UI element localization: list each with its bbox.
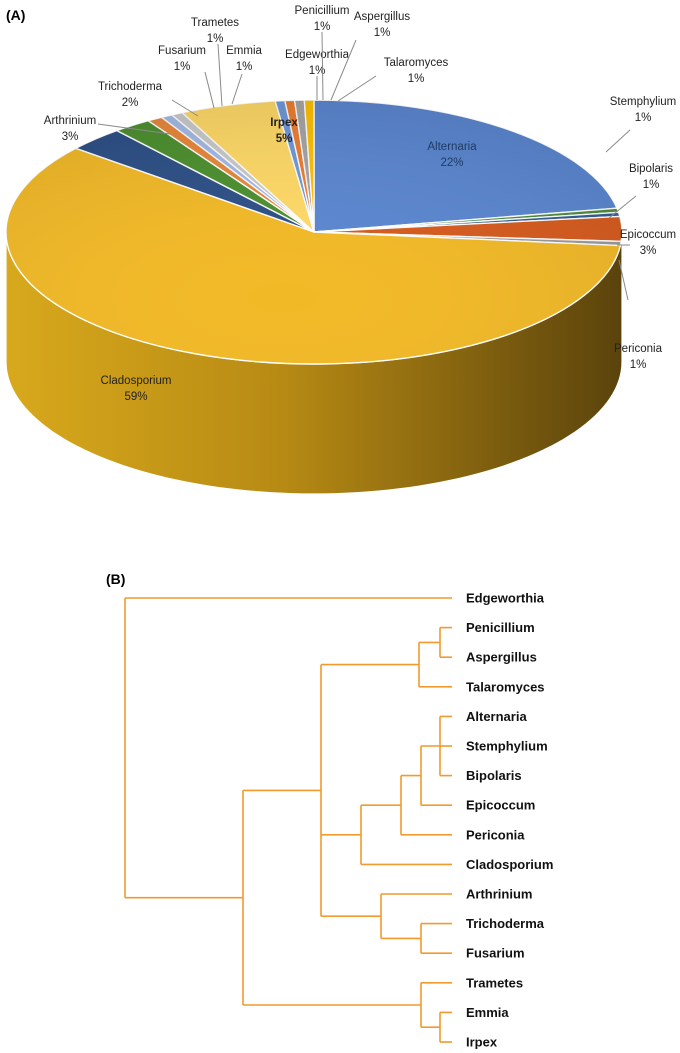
slice-value-fusarium: 1% — [174, 61, 191, 73]
slice-value-cladosporium: 59% — [124, 391, 147, 403]
slice-value-irpex: 5% — [276, 133, 293, 145]
tree-leaf-bipolaris: Bipolaris — [466, 768, 522, 783]
slice-name-emmia: Emmia — [226, 45, 262, 57]
pie-top — [5, 99, 623, 365]
leader-line-aspergillus — [330, 39, 357, 101]
tree-leaf-aspergillus: Aspergillus — [466, 650, 537, 665]
leader-line-periconia — [618, 259, 629, 301]
slice-name-cladosporium: Cladosporium — [101, 375, 172, 387]
slice-value-penicillium: 1% — [314, 21, 331, 33]
slice-value-stemphylium: 1% — [635, 112, 652, 124]
slice-name-stemphylium: Stemphylium — [610, 96, 676, 108]
leader-line-trichoderma — [171, 99, 199, 117]
slice-name-bipolaris: Bipolaris — [629, 163, 673, 175]
leader-line-penicillium — [321, 31, 324, 101]
slice-name-talaromyces: Talaromyces — [384, 57, 449, 69]
leader-line-bipolaris — [608, 195, 637, 219]
slice-name-aspergillus: Aspergillus — [354, 11, 410, 23]
tree-leaf-edgeworthia: Edgeworthia — [466, 591, 545, 606]
panel-b-label: (B) — [106, 571, 125, 587]
tree-leaf-fusarium: Fusarium — [466, 946, 525, 961]
slice-name-arthrinium: Arthrinium — [44, 115, 96, 127]
tree-leaf-cladosporium: Cladosporium — [466, 857, 553, 872]
slice-value-trichoderma: 2% — [122, 97, 139, 109]
tree-leaf-emmia: Emmia — [466, 1005, 509, 1020]
pie-chart: Alternaria 22% Stemphylium 1% Bipolaris 1% Epi… — [5, 5, 676, 495]
slice-name-penicillium: Penicillium — [295, 5, 350, 17]
slice-name-irpex: Irpex — [270, 117, 298, 129]
tree-leaf-irpex: Irpex — [466, 1035, 498, 1050]
slice-value-bipolaris: 1% — [643, 179, 660, 191]
slice-value-talaromyces: 1% — [408, 73, 425, 85]
pie-labels: Alternaria 22% Stemphylium 1% Bipolaris 1% Epi… — [44, 5, 676, 403]
tree-leaf-trichoderma: Trichoderma — [466, 916, 545, 931]
tree-leaf-stemphylium: Stemphylium — [466, 739, 548, 754]
leader-line-fusarium — [204, 71, 215, 109]
dendrogram: Edgeworthia Penicillium Aspergillus Talarom… — [124, 591, 553, 1050]
tree-leaf-penicillium: Penicillium — [466, 620, 535, 635]
slice-value-periconia: 1% — [630, 359, 647, 371]
slice-value-arthrinium: 3% — [62, 131, 79, 143]
tree-leaf-periconia: Periconia — [466, 827, 525, 842]
slice-value-emmia: 1% — [236, 61, 253, 73]
leader-line-trametes — [217, 43, 223, 107]
panel-a-label: (A) — [6, 7, 25, 23]
tree-leaf-arthrinium: Arthrinium — [466, 887, 532, 902]
leader-line-arthrinium — [97, 123, 171, 135]
tree-leaf-epicoccum: Epicoccum — [466, 798, 535, 813]
slice-name-alternaria: Alternaria — [427, 141, 477, 153]
leader-line-emmia — [231, 73, 243, 105]
leader-line-talaromyces — [337, 75, 377, 102]
slice-value-edgeworthia: 1% — [309, 65, 326, 77]
slice-name-fusarium: Fusarium — [158, 45, 206, 57]
slice-name-trametes: Trametes — [191, 17, 239, 29]
slice-name-trichoderma: Trichoderma — [98, 81, 163, 93]
slice-name-periconia: Periconia — [614, 343, 663, 355]
slice-value-trametes: 1% — [207, 33, 224, 45]
slice-name-epicoccum: Epicoccum — [620, 229, 676, 241]
slice-value-epicoccum: 3% — [640, 245, 657, 257]
leader-line-stemphylium — [605, 129, 631, 153]
slice-value-aspergillus: 1% — [374, 27, 391, 39]
slice-value-alternaria: 22% — [440, 157, 463, 169]
tree-leaf-trametes: Trametes — [466, 975, 523, 990]
tree-leaf-talaromyces: Talaromyces — [466, 679, 545, 694]
tree-leaf-alternaria: Alternaria — [466, 709, 527, 724]
slice-name-edgeworthia: Edgeworthia — [285, 49, 350, 61]
